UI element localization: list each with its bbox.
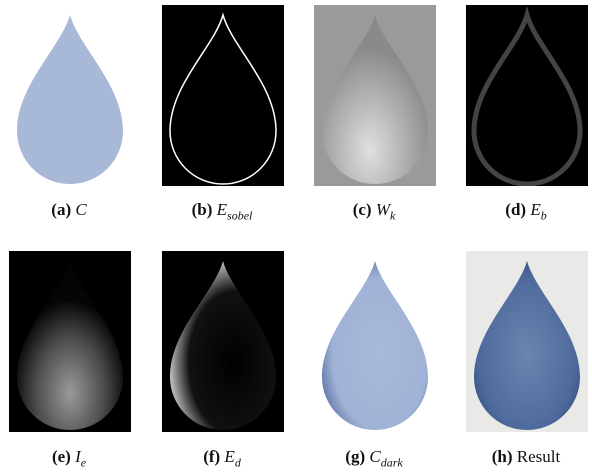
caption-text: (e) (51, 447, 71, 466)
panel-image (17, 15, 123, 184)
caption-text: k (389, 208, 396, 223)
panel-image (314, 5, 436, 186)
panel-image (9, 251, 131, 432)
caption-text: d (234, 455, 241, 470)
panel-image (322, 261, 428, 430)
caption-text: (a) (51, 200, 72, 219)
caption-text: (b) (191, 200, 213, 219)
caption: (c) Wk (299, 200, 449, 223)
panel-image (162, 5, 284, 186)
caption-text: C (75, 200, 87, 219)
caption-text: dark (380, 455, 403, 470)
caption-text: I (75, 447, 81, 466)
caption-text: sobel (227, 208, 253, 223)
caption-text: (h) (491, 447, 513, 466)
caption-text: E (530, 200, 541, 219)
caption-text: E (224, 447, 235, 466)
caption: (b) Esobel (147, 200, 297, 223)
caption: (e) Ie (0, 447, 144, 470)
caption-text: (c) (352, 200, 372, 219)
caption-text: C (369, 447, 381, 466)
panel-image (162, 251, 284, 432)
caption: (h) Result (451, 447, 592, 467)
caption-text: e (80, 455, 87, 470)
caption: (f) Ed (147, 447, 297, 470)
caption-text: (g) (345, 447, 366, 466)
caption-text: E (216, 200, 228, 219)
caption: (g) Cdark (299, 447, 449, 470)
caption-text: (f) (203, 447, 221, 466)
caption-text: b (540, 208, 547, 223)
caption-text: (d) (505, 200, 527, 219)
caption: (d) Eb (451, 200, 592, 223)
caption-text: W (375, 200, 390, 219)
caption-text: Result (516, 447, 561, 466)
caption: (a) C (0, 200, 144, 220)
panel-image (466, 5, 588, 186)
panel-image (466, 251, 588, 432)
